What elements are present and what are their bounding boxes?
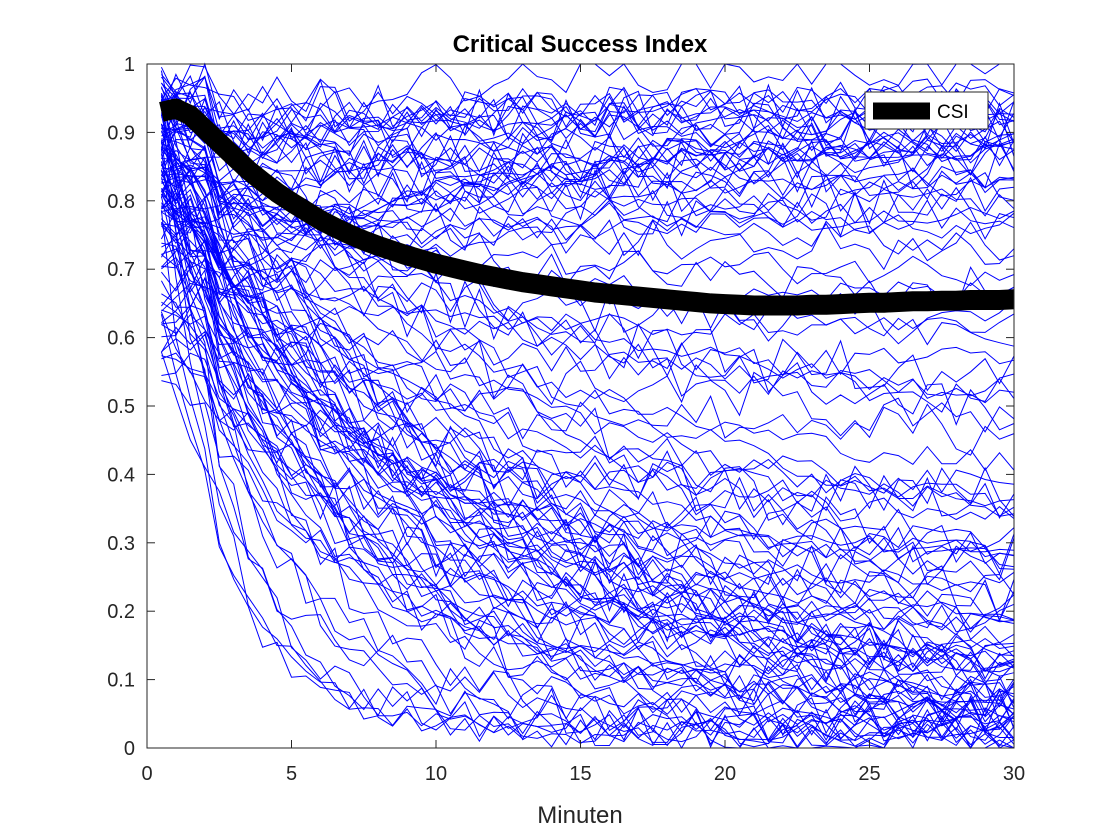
- individual-curve-line: [161, 352, 1015, 636]
- individual-curve-line: [160, 62, 1015, 143]
- individual-curve-line: [161, 110, 1015, 292]
- individual-curve-line: [161, 256, 1015, 702]
- individual-curve-line: [160, 138, 1015, 198]
- individual-curve-line: [161, 127, 1015, 471]
- y-tick-label: 0.5: [107, 396, 135, 418]
- individual-curve-line: [161, 217, 1015, 399]
- individual-curve-line: [160, 351, 1015, 737]
- individual-curve-line: [160, 86, 1015, 576]
- individual-curve-line: [161, 211, 1014, 738]
- individual-curve-line: [160, 152, 1015, 211]
- individual-curve-line: [161, 166, 1015, 271]
- individual-curve-line: [161, 225, 1015, 377]
- individual-curve-line: [161, 309, 1015, 494]
- x-tick-label: 15: [569, 763, 591, 785]
- y-tick-label: 0.2: [107, 601, 135, 623]
- individual-curve-line: [160, 90, 1015, 431]
- x-axis-label: Minuten: [537, 802, 622, 829]
- individual-curve-line: [161, 145, 1015, 672]
- individual-curve-line: [160, 148, 1015, 742]
- individual-curve-line: [160, 130, 1015, 708]
- y-tick-label: 0.4: [107, 464, 135, 486]
- individual-curve-line: [161, 380, 1015, 721]
- y-tick-label: 0.7: [107, 259, 135, 281]
- csi-mean-line: [159, 98, 1015, 316]
- y-tick-label: 0.8: [107, 191, 135, 213]
- individual-curve-line: [160, 102, 1015, 682]
- individual-curve-line: [160, 311, 1015, 631]
- individual-curve-line: [161, 110, 1015, 584]
- x-tick-label: 10: [425, 763, 447, 785]
- individual-curve-line: [160, 193, 1015, 623]
- individual-curve-line: [160, 164, 1015, 715]
- individual-curve-line: [160, 96, 1015, 750]
- individual-curve-line: [161, 106, 1015, 392]
- individual-curve-line: [161, 304, 1015, 677]
- individual-curve-line: [160, 139, 1015, 745]
- individual-curve-line: [160, 91, 1015, 201]
- chart-title: Critical Success Index: [453, 31, 708, 58]
- individual-curve-line: [160, 314, 1015, 747]
- individual-curve-line: [160, 99, 1015, 748]
- individual-curve-line: [160, 164, 1015, 667]
- individual-curve-line: [160, 105, 1015, 750]
- individual-curve-line: [161, 95, 1015, 240]
- individual-curve-line: [161, 96, 1015, 517]
- individual-curves-group: [160, 62, 1015, 750]
- individual-curve-line: [161, 148, 1015, 519]
- x-tick-label: 0: [141, 763, 152, 785]
- y-tick-label: 1: [124, 54, 135, 76]
- individual-curve-line: [160, 123, 1015, 749]
- individual-curve-line: [161, 120, 1015, 202]
- individual-curve-line: [161, 161, 1015, 714]
- individual-curve-line: [160, 92, 1015, 685]
- individual-curve-line: [161, 218, 1015, 705]
- individual-curve-line: [161, 157, 1015, 507]
- individual-curve-line: [161, 206, 1015, 324]
- y-tick-label: 0.9: [107, 122, 135, 144]
- individual-curve-line: [161, 209, 1015, 413]
- individual-curve-line: [161, 76, 1015, 685]
- individual-curve-line: [160, 169, 1015, 747]
- individual-curve-line: [161, 169, 1015, 307]
- y-tick-label: 0: [124, 738, 135, 760]
- x-tick-label: 25: [858, 763, 880, 785]
- y-tick-label: 0.3: [107, 533, 135, 555]
- individual-curve-line: [160, 194, 1015, 553]
- individual-curve-line: [161, 205, 1015, 287]
- individual-curve-line: [160, 178, 1015, 698]
- individual-curve-line: [160, 161, 1015, 675]
- y-tick-label: 0.6: [107, 328, 135, 350]
- individual-curve-line: [160, 102, 1015, 193]
- individual-curve-line: [160, 70, 1015, 586]
- x-axis: 0 5 10 15 20 25 30: [141, 64, 1025, 785]
- legend: CSI: [864, 91, 989, 130]
- individual-curve-line: [160, 188, 1015, 707]
- individual-curve-line: [160, 114, 1015, 722]
- individual-curve-line: [160, 326, 1015, 552]
- individual-curve-line: [160, 276, 1015, 440]
- individual-curve-line: [160, 123, 1015, 734]
- individual-curve-line: [160, 223, 1015, 725]
- individual-curve-line: [161, 202, 1015, 337]
- legend-label-csi: CSI: [937, 102, 969, 123]
- individual-curve-line: [160, 94, 1015, 673]
- individual-curve-line: [161, 133, 1015, 312]
- y-axis: 0 0.1 0.2 0.3 0.4 0.5 0.6 0.7 0.8 0.9 1: [107, 54, 1014, 760]
- individual-curve-line: [161, 313, 1015, 622]
- x-tick-label: 20: [714, 763, 736, 785]
- y-tick-label: 0.1: [107, 670, 135, 692]
- individual-curve-line: [161, 333, 1015, 522]
- x-tick-label: 5: [286, 763, 297, 785]
- x-tick-label: 30: [1003, 763, 1025, 785]
- individual-curve-line: [160, 87, 1015, 671]
- csi-series-group: [159, 98, 1015, 316]
